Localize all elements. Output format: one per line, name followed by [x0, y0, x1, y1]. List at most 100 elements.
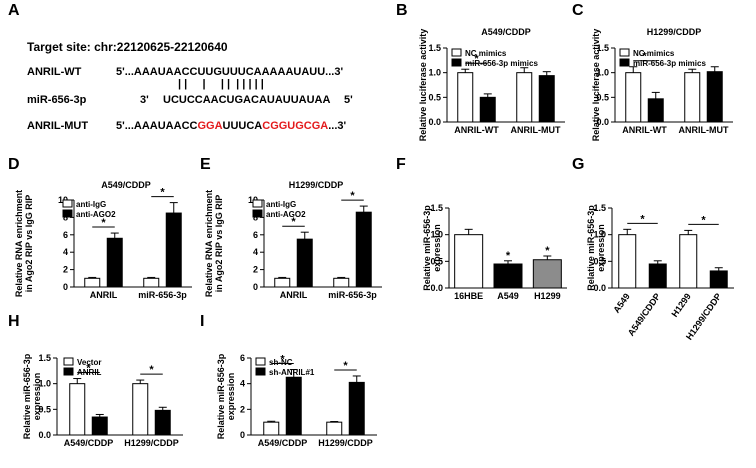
x-tick-label: A549: [611, 291, 632, 314]
legend-swatch: [255, 367, 266, 376]
chart-panel-b: 0.0 0.5 1.0 1.5 A549/CDDP Relative luciferase…: [418, 27, 565, 141]
y-tick-label: 2: [253, 265, 258, 275]
y-tick-label: 1.5: [596, 43, 609, 53]
mir-seq-5prime: 5': [344, 94, 353, 106]
y-tick-label: 1.0: [38, 379, 51, 389]
target-site-label: Target site: chr:22120625-22120640: [27, 40, 228, 54]
legend-label: sh-NC: [269, 358, 293, 367]
bar-open: [625, 72, 642, 123]
legend-swatch: [255, 357, 266, 366]
panel-letter-b: B: [396, 2, 408, 19]
bar-filled: [709, 270, 728, 289]
y-axis-label: Relative RNA enrichmentin Ago2 RIP vs Ig…: [14, 190, 34, 297]
y-tick-label: 0: [63, 282, 68, 292]
x-tick-label: ANRIL-MUT: [511, 125, 561, 135]
significance-star: *: [86, 363, 91, 375]
y-axis-label-line-2: expression: [226, 373, 236, 421]
legend-swatch: [619, 58, 630, 67]
legend-swatch: [451, 48, 462, 57]
legend-label: anti-AGO2: [76, 210, 116, 219]
y-tick-label: 0.5: [430, 256, 443, 266]
significance-star: *: [640, 213, 645, 225]
mir-label: miR-656-3p: [27, 94, 87, 106]
y-tick-label: 0.5: [38, 404, 51, 414]
significance-star: *: [160, 187, 165, 199]
y-tick-label: 1.0: [430, 230, 443, 240]
bar-open: [326, 421, 343, 436]
y-tick-label: 1.0: [593, 230, 606, 240]
wt-sequence: 5'...AAAUAACCUUGUUUCAAAAAUAUU...3': [116, 66, 344, 78]
bar-open: [143, 277, 160, 288]
x-tick-label: H1299: [669, 291, 692, 318]
y-tick-label: 6: [240, 353, 245, 363]
y-axis-label: Relative RNA enrichmentin Ago2 RIP vs Ig…: [204, 190, 224, 297]
y-tick-label: 1.0: [596, 68, 609, 78]
bar-open: [516, 72, 533, 123]
panel-letter-f: F: [396, 156, 406, 173]
bar-open: [684, 72, 701, 123]
panel-letter-g: G: [572, 156, 585, 173]
legend-label: miR-656-3p mimics: [465, 59, 538, 68]
mut-seq-part-1: 5'...AAAUAACC: [116, 120, 198, 132]
y-axis-label: Relative luciferase activity: [418, 29, 428, 142]
chart-title: H1299/CDDP: [289, 180, 344, 190]
panel-letter-d: D: [8, 156, 20, 173]
mir-sequence: UCUCCAACUGACAUAUUAUAA: [163, 94, 331, 106]
y-axis-label-line-2: in Ago2 RIP vs IgG RIP: [214, 195, 224, 293]
bar-filled: [154, 409, 171, 436]
significance-star: *: [474, 53, 479, 65]
bar-open: [132, 383, 149, 436]
y-tick-label: 0: [253, 282, 258, 292]
bar-open: [263, 421, 280, 436]
x-tick-label: A549/CDDP: [626, 291, 663, 337]
y-axis-label-line-1: Relative miR-656-3p: [216, 353, 226, 439]
significance-star: *: [350, 190, 355, 202]
legend-swatch: [451, 58, 462, 67]
x-tick-label: H1299/CDDP: [318, 438, 373, 448]
bar-filled: [493, 263, 523, 289]
y-tick-label: 1.5: [428, 43, 441, 53]
bar-open: [618, 234, 637, 289]
legend-swatch: [62, 199, 73, 208]
bar-open: [454, 234, 484, 289]
bar-open: [333, 277, 350, 288]
bar-filled: [648, 263, 667, 289]
y-tick-label: 0.0: [430, 283, 443, 293]
bar-filled: [348, 381, 365, 436]
y-axis-label: Relative luciferase activity: [591, 29, 601, 142]
significance-star: *: [280, 354, 285, 366]
y-axis-label: Relative miR-656-3pexpression: [22, 353, 42, 439]
legend-label: anti-AGO2: [266, 210, 306, 219]
y-axis-label-line-1: Relative RNA enrichment: [14, 190, 24, 297]
y-tick-label: 0.0: [428, 117, 441, 127]
bar-filled: [706, 71, 723, 123]
legend-label: miR-656-3p mimics: [633, 59, 706, 68]
bar-filled: [296, 238, 313, 288]
chart-title: A549/CDDP: [481, 27, 531, 37]
y-tick-label: 0.5: [428, 92, 441, 102]
legend-swatch: [619, 48, 630, 57]
chart-title: A549/CDDP: [101, 180, 151, 190]
y-axis-label-line-2: expression: [32, 373, 42, 421]
mut-sequence: 5'...AAAUAACCGGAUUUCACGGUGCGA...3': [116, 120, 346, 132]
significance-star: *: [642, 51, 647, 63]
panel-letter-a: A: [8, 2, 20, 19]
bar-filled: [106, 237, 123, 288]
x-tick-label: ANRIL-WT: [454, 125, 499, 135]
y-tick-label: 4: [240, 379, 245, 389]
bar-filled: [355, 211, 372, 288]
y-tick-label: 2: [240, 404, 245, 414]
legend-swatch: [252, 209, 263, 218]
x-tick-label: A549/CDDP: [64, 438, 114, 448]
panel-letter-c: C: [572, 2, 584, 19]
y-axis-label-line-2: expression: [432, 224, 442, 272]
significance-star: *: [506, 250, 511, 262]
y-axis-label-line-1: Relative miR-656-3p: [22, 353, 32, 439]
y-axis-label-line-1: Relative miR-656-3p: [586, 205, 596, 291]
y-tick-label: 0.0: [593, 283, 606, 293]
bar-filled: [91, 416, 108, 436]
y-tick-label: 1.5: [38, 353, 51, 363]
